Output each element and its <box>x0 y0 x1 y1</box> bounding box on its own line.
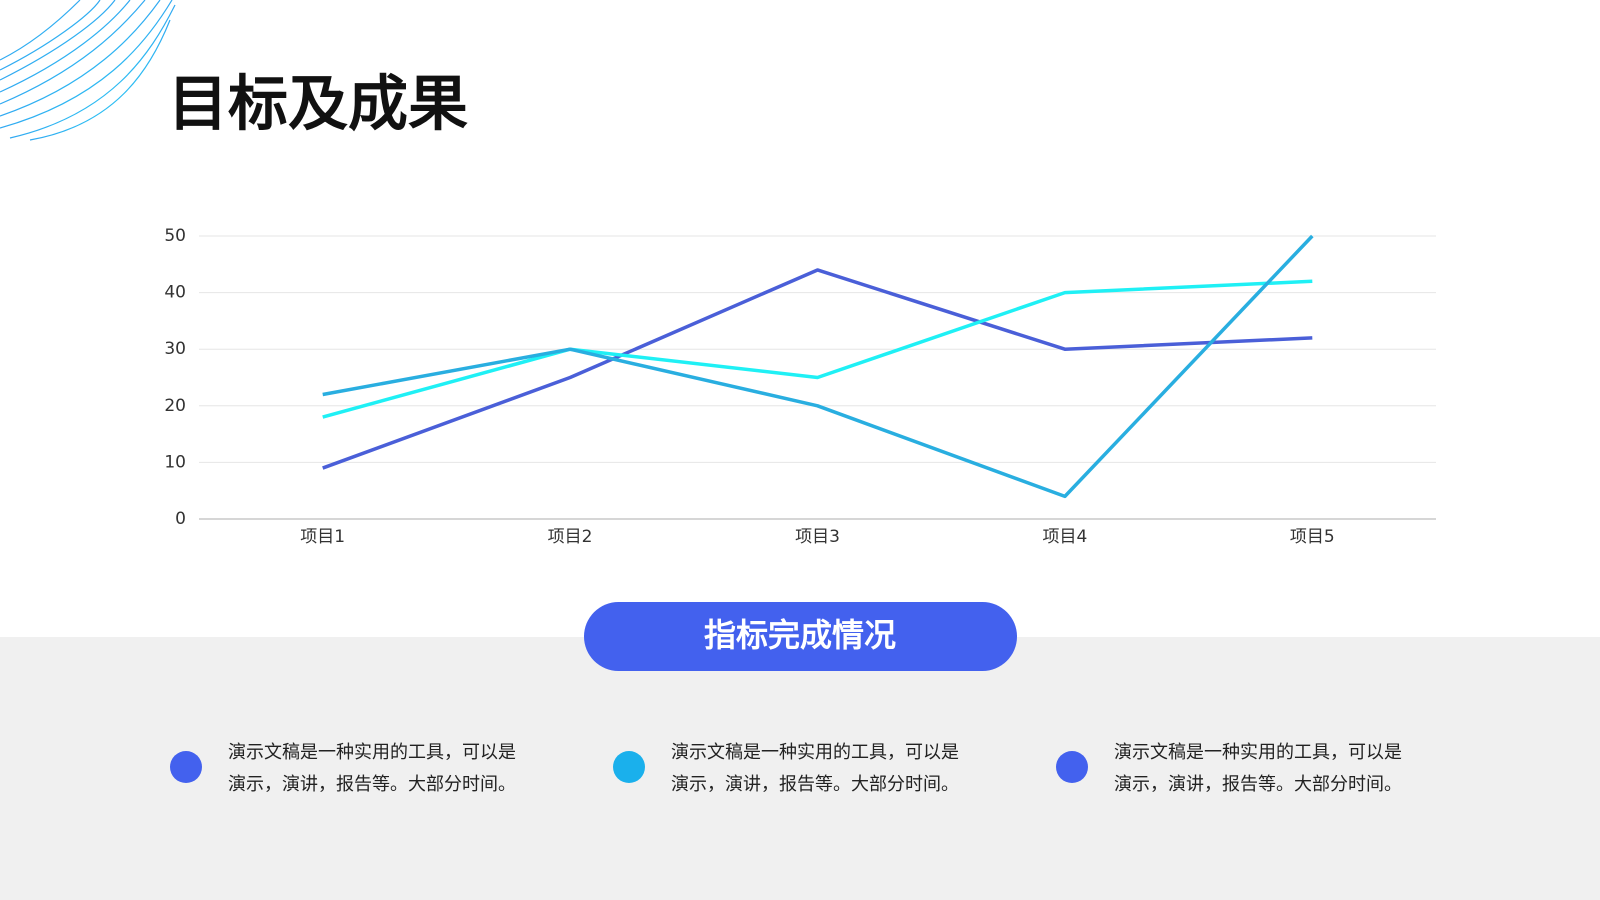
x-tick-label: 项目1 <box>300 527 345 547</box>
item-text: 演示，演讲，报告等。大部分时间。 <box>228 774 516 795</box>
items: 演示文稿是一种实用的工具，可以是演示，演讲，报告等。大部分时间。演示文稿是一种实… <box>170 742 1402 795</box>
series-line <box>322 279 1313 419</box>
item-bullet <box>1056 751 1088 783</box>
series-line <box>322 268 1313 470</box>
x-tick-label: 项目4 <box>1042 527 1087 547</box>
x-tick-label: 项目5 <box>1290 527 1335 547</box>
y-tick-label: 10 <box>164 452 186 472</box>
item-bullet <box>613 751 645 783</box>
item-text: 演示，演讲，报告等。大部分时间。 <box>671 774 959 795</box>
item-text: 演示文稿是一种实用的工具，可以是 <box>228 742 516 763</box>
section-label: 指标完成情况 <box>704 616 896 654</box>
y-tick-label: 40 <box>164 283 186 303</box>
y-tick-label: 0 <box>175 509 186 529</box>
section-pill <box>584 602 1017 671</box>
wave-decoration <box>0 0 176 141</box>
x-tick-label: 项目3 <box>795 527 840 547</box>
y-tick-label: 20 <box>164 396 186 416</box>
y-tick-label: 50 <box>164 226 186 246</box>
series-line <box>322 234 1314 499</box>
item-text: 演示文稿是一种实用的工具，可以是 <box>1114 742 1402 763</box>
item-bullet <box>170 751 202 783</box>
line-chart: 0 10 20 30 40 50 项目1 项目2 项目3 项目4 项目5 <box>164 226 1436 547</box>
slide-title: 目标及成果 <box>168 70 468 140</box>
item-text: 演示文稿是一种实用的工具，可以是 <box>671 742 959 763</box>
x-tick-label: 项目2 <box>548 527 593 547</box>
y-tick-label: 30 <box>164 339 186 359</box>
item-text: 演示，演讲，报告等。大部分时间。 <box>1114 774 1402 795</box>
bottom-panel <box>0 637 1600 900</box>
